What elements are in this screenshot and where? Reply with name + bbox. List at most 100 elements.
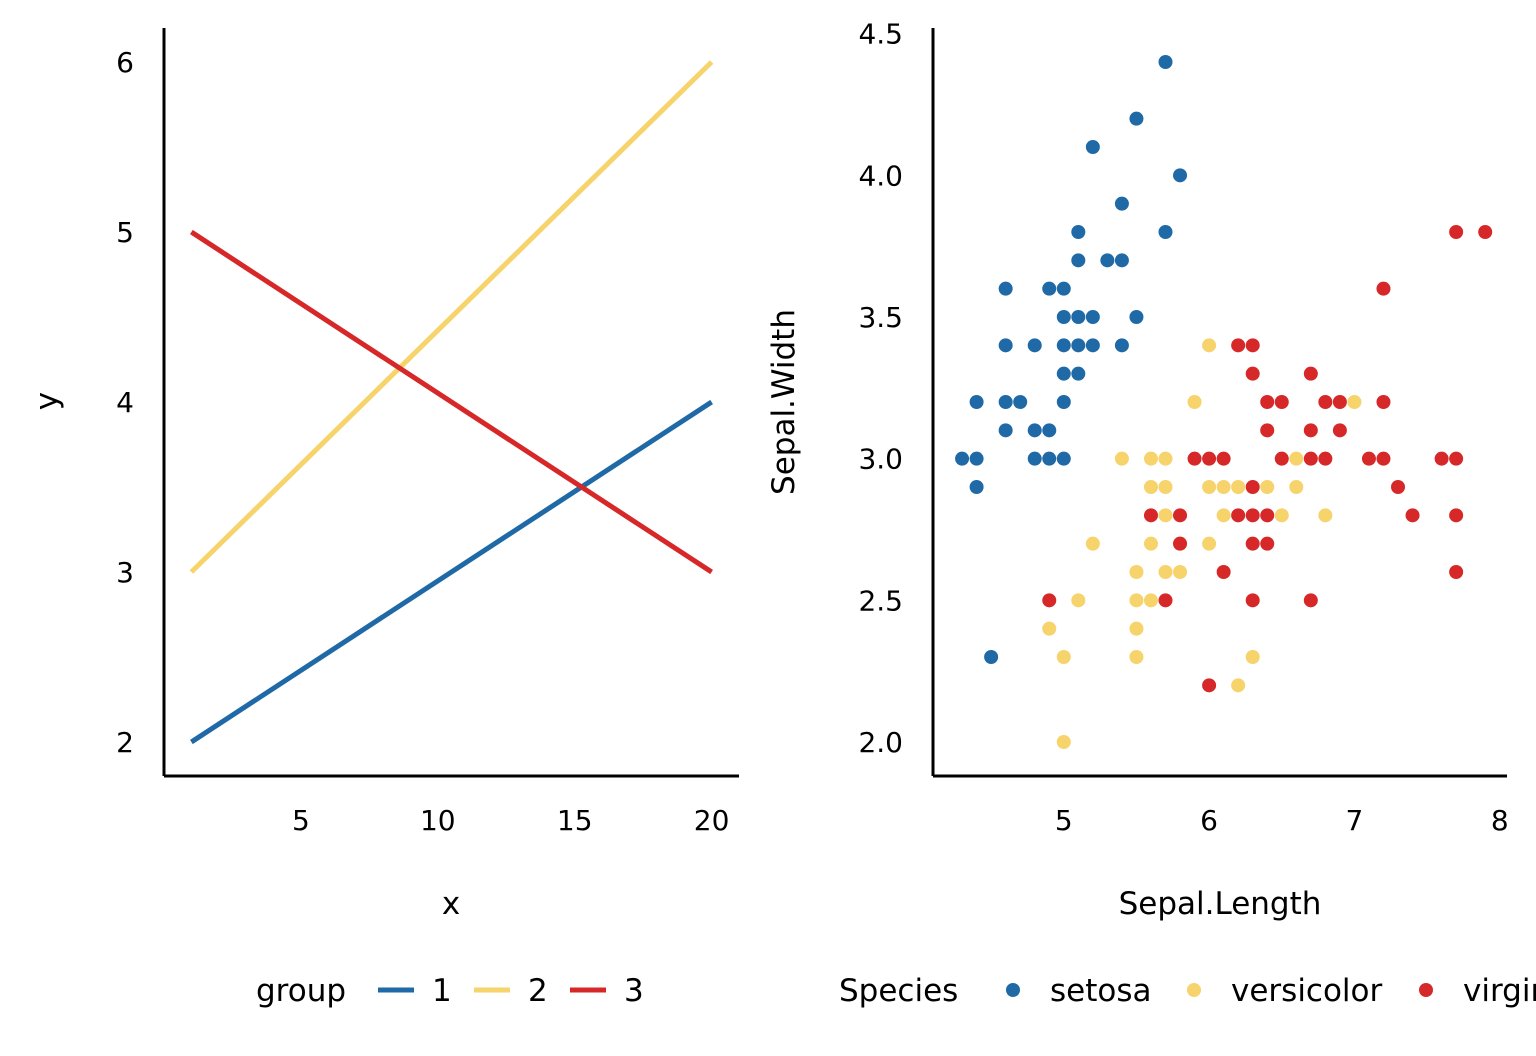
scatter-point-versicolor xyxy=(1347,395,1362,409)
scatter-point-setosa xyxy=(1042,451,1057,466)
scatter-point-versicolor xyxy=(1289,451,1304,466)
scatter-point-setosa xyxy=(1042,281,1057,296)
scatter-point-virginica xyxy=(1245,480,1260,494)
scatter-point-setosa xyxy=(1056,451,1071,466)
scatter-point-virginica xyxy=(1434,451,1449,466)
line-series-group xyxy=(189,60,714,745)
left-y-tick-labels: 2 3 4 5 6 xyxy=(116,46,134,759)
left-y-tick-label: 6 xyxy=(116,46,134,79)
line-series-3 xyxy=(190,229,713,575)
right-y-tick-label: 4.5 xyxy=(858,18,903,51)
scatter-point-virginica xyxy=(1158,593,1173,608)
scatter-point-virginica xyxy=(1202,678,1217,693)
scatter-point-versicolor xyxy=(1129,650,1144,664)
scatter-point-setosa xyxy=(1158,55,1173,69)
scatter-point-setosa xyxy=(1100,253,1115,268)
scatter-point-setosa xyxy=(1056,395,1071,409)
scatter-point-setosa xyxy=(969,480,984,494)
scatter-point-virginica xyxy=(1318,451,1333,466)
right-x-tick-label: 5 xyxy=(1055,804,1073,837)
scatter-point-versicolor xyxy=(1202,338,1217,353)
scatter-point-virginica xyxy=(1405,508,1420,523)
scatter-point-virginica xyxy=(1449,508,1464,523)
scatter-point-versicolor xyxy=(1056,650,1071,664)
scatter-point-setosa xyxy=(1129,310,1144,324)
scatter-point-virginica xyxy=(1216,451,1231,466)
right-y-tick-label: 3.5 xyxy=(858,301,903,334)
scatter-point-virginica xyxy=(1449,565,1464,579)
scatter-point-virginica xyxy=(1202,451,1217,466)
scatter-point-setosa xyxy=(1114,196,1129,211)
scatter-point-setosa xyxy=(1114,338,1129,353)
scatter-point-virginica xyxy=(1245,508,1260,523)
left-x-tick-labels: 5 10 15 20 xyxy=(292,804,729,837)
scatter-point-versicolor xyxy=(1158,508,1173,523)
right-x-tick-label: 6 xyxy=(1200,804,1218,837)
scatter-chart-panel: 5 6 7 8 2.0 2.5 3.0 3.5 4.0 4.5 Sepal.Length Sep… xyxy=(766,18,1536,1009)
scatter-point-setosa xyxy=(1071,366,1086,381)
scatter-point-versicolor xyxy=(1202,536,1217,551)
scatter-point-versicolor xyxy=(1071,593,1086,608)
right-y-tick-label: 2.0 xyxy=(858,726,903,759)
scatter-point-virginica xyxy=(1245,366,1260,381)
right-y-tick-labels: 2.0 2.5 3.0 3.5 4.0 4.5 xyxy=(858,18,903,759)
scatter-point-setosa xyxy=(1114,253,1129,268)
scatter-point-versicolor xyxy=(1158,480,1173,494)
scatter-point-virginica xyxy=(1361,451,1376,466)
scatter-point-setosa xyxy=(1056,338,1071,353)
group-legend: group 1 2 3 xyxy=(256,973,644,1009)
scatter-points-group xyxy=(955,55,1493,749)
left-y-tick-label: 5 xyxy=(116,216,134,249)
scatter-point-setosa xyxy=(998,423,1013,438)
scatter-point-versicolor xyxy=(1187,395,1202,409)
scatter-point-virginica xyxy=(1303,366,1318,381)
scatter-point-versicolor xyxy=(1143,593,1158,608)
right-y-tick-label: 4.0 xyxy=(858,159,903,192)
scatter-point-virginica xyxy=(1274,395,1289,409)
left-x-tick-label: 15 xyxy=(557,804,593,837)
scatter-point-versicolor xyxy=(1231,678,1246,693)
scatter-point-setosa xyxy=(1071,310,1086,324)
scatter-point-setosa xyxy=(1013,395,1028,409)
scatter-point-virginica xyxy=(1173,536,1188,551)
scatter-point-virginica xyxy=(1332,395,1347,409)
scatter-point-setosa xyxy=(1173,168,1188,183)
scatter-point-versicolor xyxy=(1143,480,1158,494)
scatter-point-setosa xyxy=(1056,366,1071,381)
scatter-point-setosa xyxy=(1158,225,1173,239)
scatter-point-virginica xyxy=(1245,536,1260,551)
scatter-point-virginica xyxy=(1260,536,1275,551)
scatter-point-virginica xyxy=(1042,593,1057,608)
scatter-point-setosa xyxy=(1129,111,1144,126)
scatter-point-virginica xyxy=(1303,451,1318,466)
scatter-point-virginica xyxy=(1376,395,1391,409)
scatter-point-setosa xyxy=(998,338,1013,353)
scatter-point-setosa xyxy=(1071,253,1086,268)
legend-label-3: 3 xyxy=(624,973,644,1009)
scatter-point-versicolor xyxy=(1129,621,1144,636)
scatter-point-setosa xyxy=(969,395,984,409)
scatter-point-virginica xyxy=(1478,225,1493,239)
line-series-2 xyxy=(189,60,714,574)
scatter-point-setosa xyxy=(1071,225,1086,239)
right-x-tick-labels: 5 6 7 8 xyxy=(1055,804,1509,837)
scatter-point-setosa xyxy=(1056,281,1071,296)
scatter-point-versicolor xyxy=(1143,536,1158,551)
scatter-point-virginica xyxy=(1303,593,1318,608)
scatter-point-virginica xyxy=(1376,451,1391,466)
scatter-point-virginica xyxy=(1231,338,1246,353)
legend-label-virginica: virginica xyxy=(1463,973,1536,1009)
species-legend: Species setosa versicolor virginica xyxy=(839,973,1536,1009)
scatter-point-virginica xyxy=(1449,451,1464,466)
scatter-point-versicolor xyxy=(1129,565,1144,579)
scatter-point-setosa xyxy=(1056,310,1071,324)
scatter-point-versicolor xyxy=(1158,451,1173,466)
legend-key-versicolor xyxy=(1187,983,1201,997)
scatter-point-versicolor xyxy=(1274,508,1289,523)
species-legend-title: Species xyxy=(839,973,958,1009)
scatter-point-versicolor xyxy=(1245,650,1260,664)
right-y-tick-label: 3.0 xyxy=(858,443,903,476)
scatter-point-setosa xyxy=(1027,338,1042,353)
scatter-point-virginica xyxy=(1260,423,1275,438)
